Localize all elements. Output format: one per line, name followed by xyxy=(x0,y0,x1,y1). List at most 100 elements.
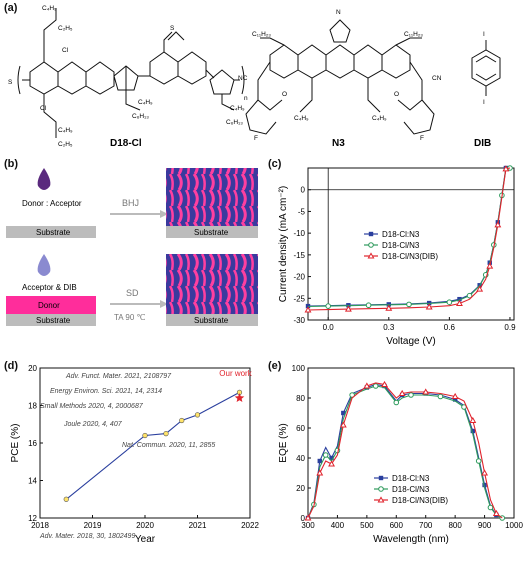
substrate-block xyxy=(166,314,258,326)
atom-label: Cl xyxy=(40,105,47,112)
atom-label: N xyxy=(336,9,341,16)
x-tick-label: 700 xyxy=(419,521,433,530)
y-tick-label: -15 xyxy=(293,251,305,260)
series-line xyxy=(307,167,511,311)
y-tick-label: 0 xyxy=(301,186,306,195)
y-tick-label: -10 xyxy=(293,229,305,238)
reference-annotation: Joule 2020, 4, 407 xyxy=(63,421,123,428)
y-tick-label: 100 xyxy=(292,364,306,373)
data-point xyxy=(469,416,477,423)
data-point xyxy=(425,303,433,310)
atom-label: C₄H₉ xyxy=(230,105,245,112)
molecule-name-dib: DIB xyxy=(474,138,491,149)
y-tick-label: 20 xyxy=(296,484,305,493)
legend-marker xyxy=(368,242,374,248)
data-point xyxy=(482,482,487,488)
atom-label: C₂H₅ xyxy=(58,141,73,148)
molecule-name-n3: N3 xyxy=(332,138,345,149)
data-point xyxy=(451,392,459,399)
data-point xyxy=(446,299,453,305)
x-axis-label: Year xyxy=(135,534,156,545)
data-point xyxy=(385,304,393,311)
data-point xyxy=(466,292,473,299)
legend-marker xyxy=(378,486,384,492)
x-axis-label: Wavelength (nm) xyxy=(373,534,449,545)
data-point xyxy=(339,421,347,428)
panel-b: (b) Donor : Acceptor Substrate BHJ Subst… xyxy=(0,158,262,338)
data-point xyxy=(398,389,406,396)
data-point xyxy=(63,496,69,502)
atom-label: C₄H₉ xyxy=(58,127,73,134)
atom-label: S xyxy=(8,79,13,86)
legend-label: D18-Cl/N3(DIB) xyxy=(382,252,438,261)
data-point xyxy=(470,428,475,434)
x-tick-label: 2019 xyxy=(84,521,102,530)
atom-label: C₁₁H₂₃ xyxy=(252,31,271,38)
legend-label: D18-Cl/N3 xyxy=(382,241,420,250)
y-tick-label: -20 xyxy=(293,273,305,282)
y-axis-label: Current density (mA cm⁻²) xyxy=(278,186,289,302)
atom-label: O xyxy=(282,91,287,98)
legend-marker xyxy=(377,496,385,503)
atom-label: I xyxy=(483,31,485,38)
legend-label: D18-Cl:N3 xyxy=(392,474,430,483)
x-tick-label: 800 xyxy=(448,521,462,530)
x-tick-label: 0.9 xyxy=(504,323,516,332)
x-tick-label: 2022 xyxy=(241,521,259,530)
x-tick-label: 300 xyxy=(301,521,315,530)
atom-label: I xyxy=(483,99,485,106)
y-tick-label: 16 xyxy=(28,439,37,448)
molecule-name-d18cl: D18-Cl xyxy=(110,138,142,149)
data-point xyxy=(304,514,312,521)
y-tick-label: 14 xyxy=(28,477,37,486)
y-tick-label: 0 xyxy=(301,514,306,523)
x-tick-label: 2018 xyxy=(31,521,49,530)
y-axis-label: PCE (%) xyxy=(10,424,21,463)
data-point xyxy=(363,382,371,389)
panel-a: (a) xyxy=(0,0,528,150)
data-point xyxy=(179,417,185,424)
data-point xyxy=(437,393,444,400)
data-point xyxy=(476,285,484,292)
x-tick-label: 0.3 xyxy=(383,323,395,332)
atom-label: F xyxy=(420,135,424,142)
data-point xyxy=(408,392,414,398)
panel-label-a: (a) xyxy=(4,2,18,14)
jv-chart: 0.0 0.3 0.6 0.9 -30 -25 -20 -15 -10 -5 0 Voltage (V… xyxy=(278,165,516,347)
data-point xyxy=(142,432,148,439)
data-point xyxy=(452,397,458,402)
data-point xyxy=(481,469,489,476)
x-tick-label: 2021 xyxy=(189,521,207,530)
x-tick-label: 400 xyxy=(331,521,345,530)
reference-annotation: Adv. Mater. 2018, 30, 1802499 xyxy=(39,533,135,540)
series-line xyxy=(307,385,503,519)
x-tick-label: 1000 xyxy=(505,521,523,530)
atom-label: C₄H₉ xyxy=(372,115,387,122)
panel-c: (c) 0.0 0.3 0.6 0.9 -30 -25 -20 -15 -10 -5 0 Voltag… xyxy=(264,158,528,358)
data-point xyxy=(494,221,502,228)
x-tick-label: 2020 xyxy=(136,521,154,530)
atom-label: CN xyxy=(432,75,442,82)
reference-annotation: Nat. Commun. 2020, 11, 2855 xyxy=(122,442,215,449)
atom-label: O xyxy=(394,91,399,98)
data-point xyxy=(406,301,412,308)
y-tick-label: -25 xyxy=(293,294,305,303)
plot-frame xyxy=(307,367,515,519)
data-point xyxy=(341,410,346,416)
reference-annotation: Energy Environ. Sci. 2021, 14, 2314 xyxy=(50,388,162,395)
atom-label: C₄H₉ xyxy=(294,115,309,122)
y-tick-label: 60 xyxy=(296,424,305,433)
chemical-structures: C₄H₉ C₂H₅ Cl S S Cl C₄H₉ C₂H₅ C₄H₉ C₆H₁₃… xyxy=(8,5,501,149)
data-point xyxy=(317,458,322,464)
reference-annotation: Small Methods 2020, 4, 2000687 xyxy=(40,403,144,410)
atom-label: C₂H₅ xyxy=(58,25,73,32)
substrate-block xyxy=(6,226,96,238)
y-tick-label: 20 xyxy=(28,364,37,373)
x-tick-label: 600 xyxy=(390,521,404,530)
panel-label-d: (d) xyxy=(4,360,19,372)
donor-acceptor-label: Donor : Acceptor xyxy=(22,199,82,208)
data-point xyxy=(492,509,500,516)
x-axis-label: Voltage (V) xyxy=(386,336,435,347)
donor-label: Donor xyxy=(38,301,60,310)
data-point xyxy=(365,302,372,309)
